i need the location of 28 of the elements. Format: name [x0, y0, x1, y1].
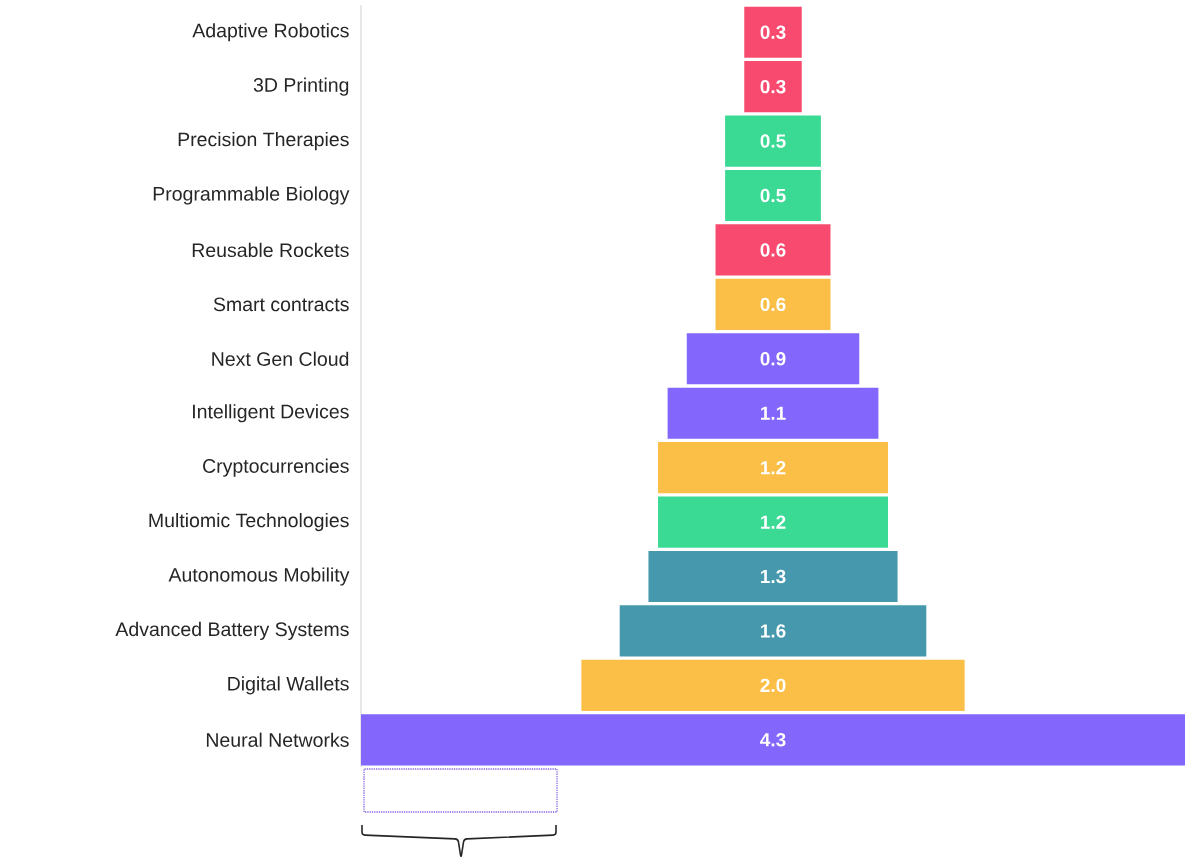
- category-label: Next Gen Cloud: [212, 351, 349, 366]
- category-label: Neural Networks: [206, 732, 349, 747]
- data-label: 0.3: [760, 25, 786, 39]
- category-label: Intelligent Devices: [193, 404, 349, 423]
- data-label: 0.5: [760, 188, 786, 203]
- category-label: Smart contracts: [213, 297, 349, 312]
- category-label: Digital Wallets: [228, 676, 349, 695]
- category-label: 3D Printing: [253, 77, 349, 96]
- category-label: Adaptive Robotics: [192, 23, 349, 42]
- category-label: Multiomic Technologies: [149, 512, 349, 532]
- data-label: 1.3: [761, 569, 786, 584]
- data-label: 0.3: [760, 79, 786, 94]
- data-label: 1.2: [761, 461, 786, 475]
- data-label: 2.0: [760, 678, 786, 693]
- category-label: Programmable Biology: [153, 186, 350, 205]
- category-label: Autonomous Mobility: [168, 567, 350, 586]
- data-label: 0.9: [760, 352, 786, 366]
- data-label: 0.6: [760, 243, 786, 257]
- category-label: Advanced Battery Systems: [115, 621, 349, 641]
- data-label: 4.3: [760, 733, 786, 747]
- data-label: 1.1: [761, 406, 786, 420]
- category-label: Reusable Rockets: [192, 242, 349, 258]
- category-label: Precision Therapies: [178, 131, 349, 151]
- data-label: 0.5: [760, 134, 786, 148]
- data-label: 0.6: [760, 297, 786, 312]
- data-label: 1.2: [761, 515, 786, 529]
- data-label: 1.6: [761, 624, 786, 638]
- category-label: Cryptocurrencies: [203, 458, 349, 477]
